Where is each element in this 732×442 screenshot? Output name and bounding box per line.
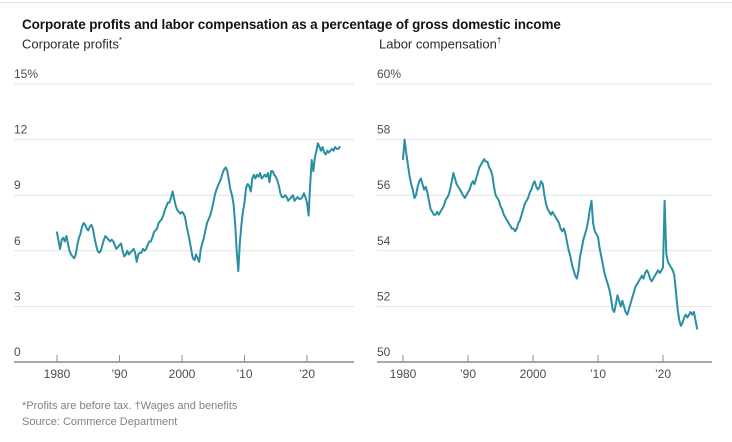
svg-text:’20: ’20 — [655, 367, 671, 381]
chart-footnote: *Profits are before tax. †Wages and bene… — [22, 400, 238, 412]
chart-source: Source: Commerce Department — [22, 416, 178, 428]
svg-text:54: 54 — [377, 234, 391, 248]
svg-text:15%: 15% — [14, 67, 38, 81]
panel-title-corporate-profits: Corporate profits* — [22, 36, 122, 51]
svg-text:6: 6 — [14, 234, 21, 248]
footnote-marker-dagger: † — [496, 36, 502, 45]
svg-text:’90: ’90 — [111, 367, 127, 381]
panel-title-corporate-profits-text: Corporate profits — [22, 36, 119, 52]
panel-title-labor-compensation-text: Labor compensation — [379, 36, 497, 52]
svg-text:’20: ’20 — [299, 367, 315, 381]
svg-text:58: 58 — [377, 123, 391, 137]
svg-text:56: 56 — [377, 178, 391, 192]
line-chart-labor-compensation: 50 52 54 56 58 60% 1980 ’90 2000 ’10 ’20 — [377, 56, 712, 386]
svg-text:0: 0 — [14, 345, 21, 359]
svg-text:52: 52 — [377, 289, 391, 303]
footnote-marker-asterisk: * — [118, 36, 122, 45]
svg-text:1980: 1980 — [44, 367, 71, 381]
svg-text:’10: ’10 — [236, 367, 252, 381]
svg-text:60%: 60% — [377, 67, 401, 81]
panel-title-labor-compensation: Labor compensation† — [379, 36, 501, 51]
svg-text:’90: ’90 — [460, 367, 476, 381]
top-divider — [0, 2, 732, 3]
line-chart-corporate-profits: 0 3 6 9 12 15% 1980 ’90 2000 ’10 ’20 — [14, 56, 354, 386]
svg-text:12: 12 — [14, 123, 28, 137]
svg-text:3: 3 — [14, 289, 21, 303]
svg-text:2000: 2000 — [520, 367, 547, 381]
svg-text:2000: 2000 — [169, 367, 196, 381]
svg-text:9: 9 — [14, 178, 21, 192]
svg-text:1980: 1980 — [390, 367, 417, 381]
svg-text:’10: ’10 — [590, 367, 606, 381]
svg-text:50: 50 — [377, 345, 391, 359]
page-title: Corporate profits and labor compensation… — [22, 17, 561, 33]
